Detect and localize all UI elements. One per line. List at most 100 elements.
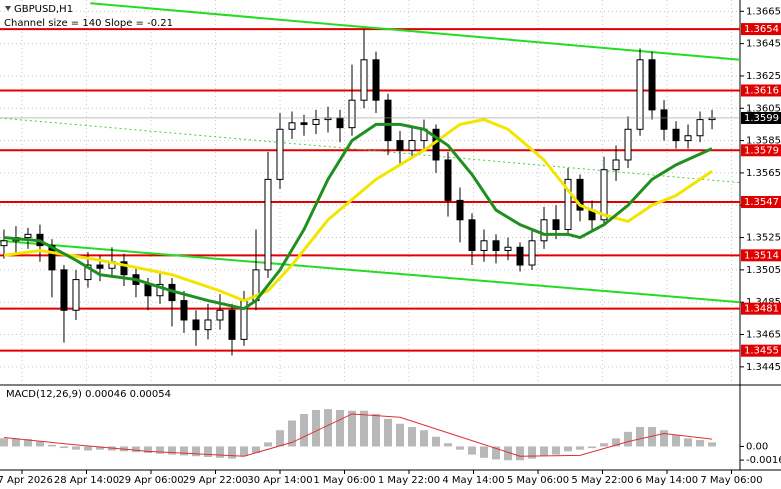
macd-bar — [468, 446, 477, 455]
macd-bar — [155, 446, 164, 454]
macd-bar — [263, 442, 272, 447]
macd-bar — [0, 438, 8, 447]
macd-bar — [299, 413, 308, 447]
macd-bar — [239, 446, 248, 457]
candle-body — [480, 240, 488, 251]
candle-body — [156, 283, 164, 297]
candle-body — [660, 109, 668, 130]
macd-bar — [287, 420, 296, 447]
candle-body — [696, 119, 704, 137]
macd-bar — [23, 439, 32, 447]
moving-average — [3, 118, 713, 303]
macd-bar — [143, 446, 152, 453]
macd-bar — [516, 446, 525, 461]
candle-body — [456, 199, 464, 221]
candle-body — [540, 219, 548, 242]
level-label: 1.3547 — [744, 197, 779, 208]
macd-bar — [359, 410, 368, 447]
macd-bar — [215, 446, 224, 458]
macd-bar — [672, 435, 681, 447]
candle-body — [408, 140, 416, 151]
macd-bar — [480, 446, 489, 458]
macd-bar — [83, 446, 92, 451]
candle-body — [528, 240, 536, 266]
macd-label: MACD(12,26,9) 0.00046 0.00054 — [6, 389, 171, 400]
macd-bar — [576, 446, 585, 450]
candle-body — [180, 300, 188, 321]
candle-body — [552, 219, 560, 230]
y-tick-label: 1.3645 — [746, 39, 781, 50]
macd-bar — [492, 446, 501, 460]
candle-body — [372, 59, 380, 101]
level-tag — [741, 302, 781, 315]
macd-bar — [227, 446, 236, 459]
candle-body — [120, 261, 128, 276]
macd-bar — [612, 438, 621, 447]
y-tick-label: 1.3565 — [746, 168, 781, 179]
level-label: 1.3654 — [744, 24, 779, 35]
macd-bar — [636, 426, 645, 447]
macd-bar — [167, 446, 176, 455]
y-tick-label: 1.3465 — [746, 330, 781, 341]
y-tick-label: 1.3525 — [746, 233, 781, 244]
macd-bar — [384, 418, 393, 447]
candle-body — [576, 178, 584, 211]
y-tick-label: 1.3585 — [746, 136, 781, 147]
macd-bar — [347, 410, 356, 447]
macd-bar — [311, 409, 320, 447]
x-tick-label: 7 May 06:00 — [700, 475, 762, 486]
macd-bar — [71, 446, 80, 450]
candle-body — [600, 169, 608, 221]
chart-subtitle: Channel size = 140 Slope = -0.21 — [4, 18, 173, 29]
level-tag — [741, 23, 781, 36]
candle-body — [288, 122, 296, 130]
candle-body — [336, 117, 344, 129]
x-tick-label: 5 May 22:00 — [571, 475, 633, 486]
level-tag — [741, 84, 781, 97]
channel-line — [0, 117, 741, 184]
candle-body — [492, 240, 500, 251]
level-tag — [741, 249, 781, 262]
x-tick-label: 29 Apr 22:00 — [183, 475, 248, 486]
candle-body — [348, 99, 356, 129]
current-price-label: 1.3599 — [744, 113, 779, 124]
candle-body — [0, 240, 8, 247]
macd-bar — [35, 441, 44, 447]
candle-body — [468, 219, 476, 251]
chart-title: GBPUSD,H1 — [14, 4, 73, 15]
macd-bar — [323, 409, 332, 447]
candle-body — [684, 135, 692, 142]
macd-signal — [3, 413, 713, 457]
macd-bar — [203, 446, 212, 458]
macd-y-tick-label: 0.00 — [746, 441, 768, 452]
macd-bar — [528, 446, 537, 459]
candle-body — [144, 283, 152, 297]
x-tick-label: 27 Apr 2026 — [0, 475, 53, 486]
macd-bar — [504, 446, 513, 461]
macd-bar — [540, 446, 549, 457]
y-tick-label: 1.3445 — [746, 362, 781, 373]
macd-bar — [408, 426, 417, 447]
macd-y-tick-label: -0.00168 — [746, 455, 781, 466]
y-tick-label: 1.3505 — [746, 265, 781, 276]
level-label: 1.3455 — [744, 346, 779, 357]
x-tick-label: 5 May 06:00 — [507, 475, 569, 486]
candle-body — [264, 178, 272, 271]
candle-body — [24, 233, 32, 239]
macd-bar — [275, 430, 284, 447]
level-label: 1.3514 — [744, 250, 779, 261]
x-tick-label: 29 Apr 06:00 — [118, 475, 183, 486]
macd-bar — [432, 436, 441, 447]
y-tick-label: 1.3625 — [746, 71, 781, 82]
macd-bar — [552, 446, 561, 455]
candle-body — [384, 99, 392, 142]
moving-average — [3, 122, 713, 311]
macd-bar — [456, 446, 465, 450]
candle-body — [516, 246, 524, 266]
macd-bar — [660, 430, 669, 447]
candle-body — [636, 59, 644, 130]
macd-bar — [11, 438, 20, 447]
candle-body — [624, 128, 632, 161]
candle-body — [96, 264, 104, 269]
